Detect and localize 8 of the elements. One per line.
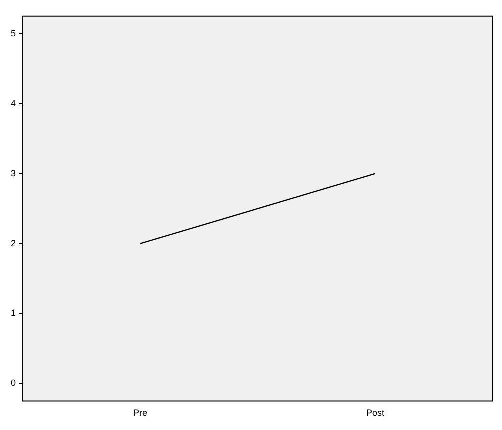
- y-tick-label: 5: [10, 28, 16, 38]
- y-tick-label: 4: [10, 98, 16, 108]
- y-tick-label: 1: [10, 308, 16, 318]
- y-tick-label: 2: [10, 238, 16, 248]
- x-tick-label: Pre: [133, 408, 148, 418]
- y-tick-label: 3: [10, 168, 16, 178]
- y-tick-label: 0: [10, 378, 16, 388]
- x-tick-label: Post: [366, 408, 385, 418]
